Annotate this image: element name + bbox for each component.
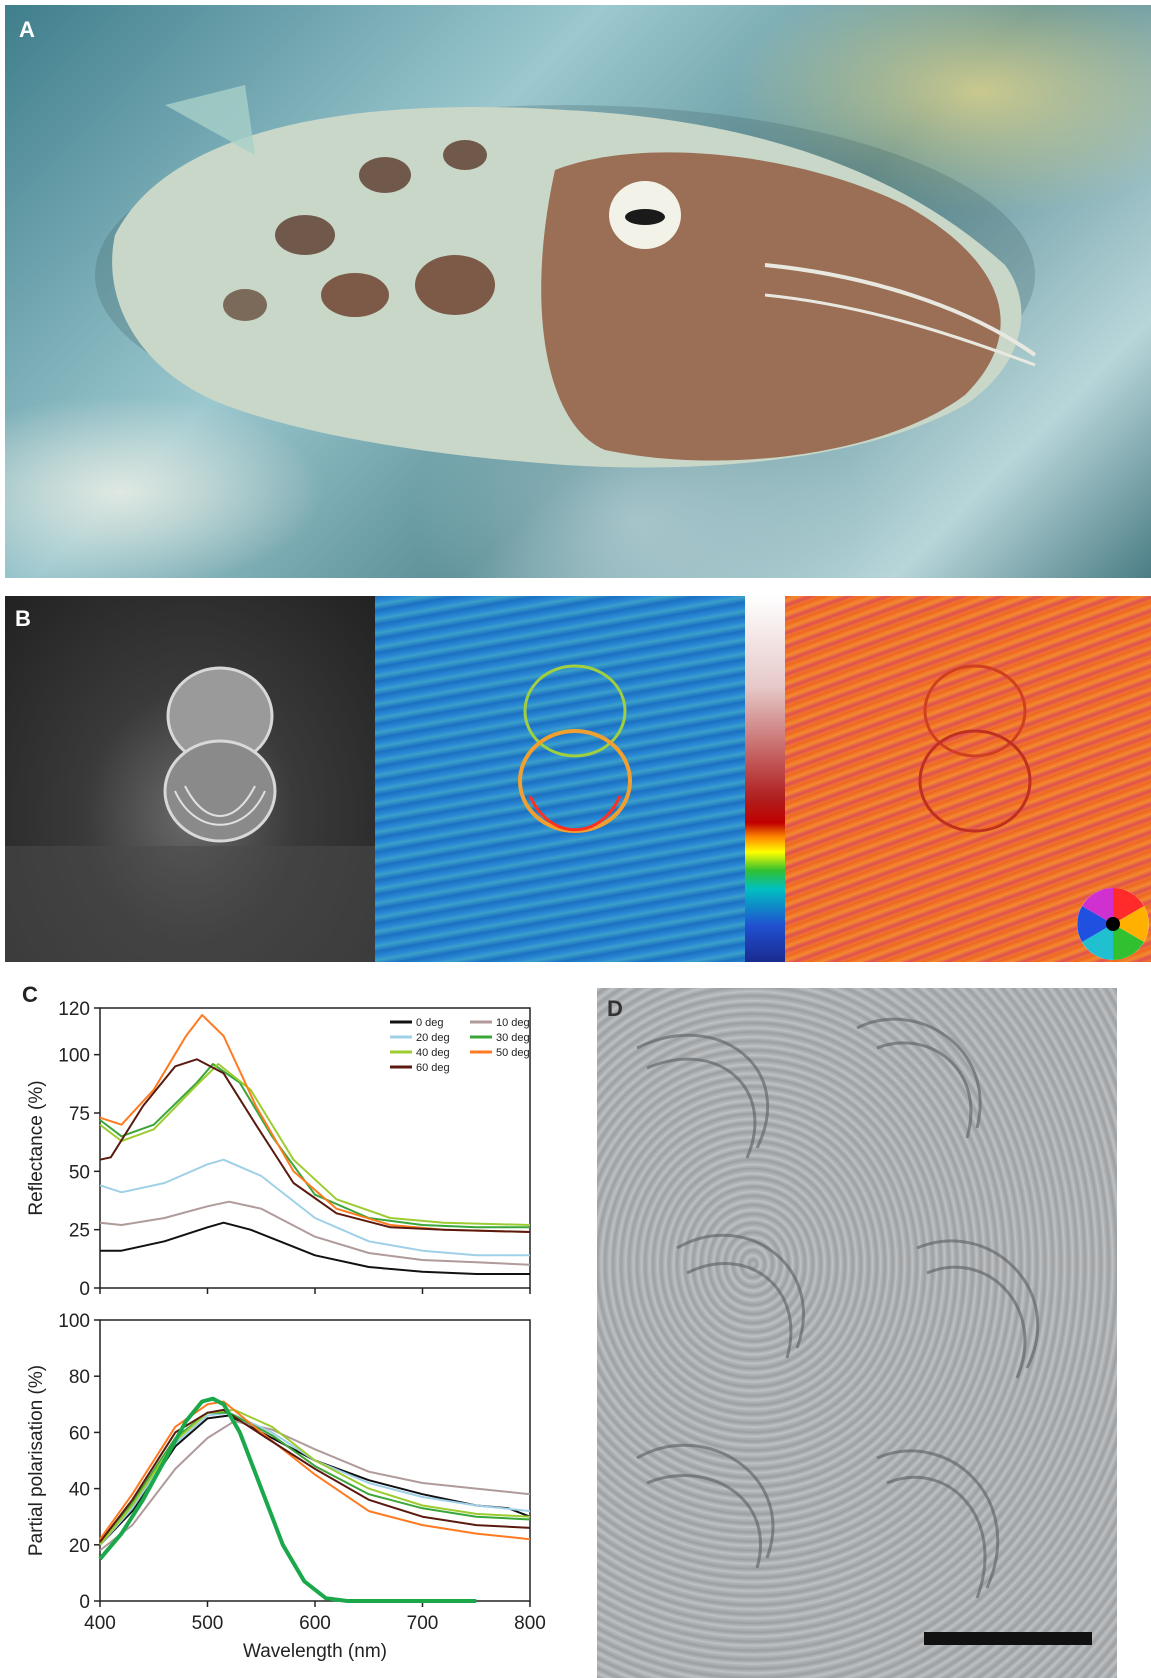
panel-label-b: B [15, 606, 31, 631]
photo-cuttlefish-reef: A [5, 5, 1151, 578]
series-line-60-deg [99, 1408, 531, 1543]
polarization-degree-cuttlefish [518, 664, 632, 833]
y-tick-label: 25 [69, 1221, 90, 1242]
polarization-angle-image [785, 596, 1151, 962]
y-tick-label: 100 [58, 1311, 90, 1332]
y-tick-label: 120 [58, 999, 90, 1020]
series-line-50-deg [99, 1400, 531, 1541]
x-tick-label: 700 [407, 1613, 439, 1634]
polarization-degree-image [375, 596, 745, 962]
x-tick-label: 800 [514, 1613, 546, 1634]
series-line-0-deg [100, 1221, 530, 1275]
plot-frame-0 [99, 1007, 531, 1289]
series-line-30-deg [99, 1411, 531, 1543]
series-line-60-deg [99, 1058, 531, 1233]
series-line-20-deg [99, 1158, 530, 1257]
series-line-10-deg [99, 1420, 531, 1552]
grayscale-cuttlefish [5, 666, 375, 962]
panel-label-a: A [19, 17, 35, 42]
y-tick-label: 50 [69, 1162, 90, 1183]
y-axis-label: Partial polarisation (%) [26, 1365, 47, 1556]
series-line-40-deg [99, 1063, 531, 1226]
y-tick-label: 100 [58, 1046, 90, 1067]
photo-cuttlefish-grayscale: B [5, 596, 375, 962]
y-tick-label: 20 [69, 1536, 90, 1557]
x-axis-label: Wavelength (nm) [243, 1641, 387, 1662]
chart-panel-c: 0 25 50 75 100 120 Reflectance (%) 0 deg 20 deg 4… [26, 999, 546, 1662]
series-line-10-deg [99, 1200, 531, 1266]
series-line-30-deg [99, 1063, 530, 1229]
polarization-angle-cuttlefish [918, 664, 1149, 960]
series-line-50-deg [99, 1014, 531, 1233]
series-line-0-deg [99, 1414, 531, 1546]
y-tick-label: 0 [79, 1592, 90, 1613]
legend-label: 40 deg [416, 1047, 450, 1059]
scale-bar [924, 1632, 1092, 1645]
legend-label: 20 deg [416, 1032, 450, 1044]
legend-label: 0 deg [416, 1017, 444, 1029]
y-tick-label: 75 [69, 1104, 90, 1125]
y-tick-label: 60 [69, 1423, 90, 1444]
legend-label: 60 deg [416, 1062, 450, 1074]
micrograph-panel-d: D [597, 988, 1117, 1678]
y-tick-label: 0 [79, 1279, 90, 1300]
legend-label: 30 deg [496, 1032, 530, 1044]
panel-label-d: D [607, 996, 623, 1021]
legend-label: 10 deg [496, 1017, 530, 1029]
angle-color-wheel [1077, 888, 1149, 960]
series-line-20-deg [99, 1411, 531, 1546]
series-line-40-deg [99, 1408, 531, 1546]
series-line-fit [98, 1396, 477, 1603]
x-tick-label: 500 [192, 1613, 224, 1634]
x-tick-label: 400 [84, 1613, 116, 1634]
legend-label: 50 deg [496, 1047, 530, 1059]
y-axis-label: Reflectance (%) [26, 1080, 47, 1215]
y-tick-label: 80 [69, 1367, 90, 1388]
y-tick-label: 40 [69, 1480, 90, 1501]
cuttlefish-illustration [95, 85, 1037, 468]
micrograph-swirls [636, 1017, 1040, 1599]
polarization-colorbar [745, 596, 785, 962]
panel-label-c: C [22, 982, 38, 1007]
x-tick-label: 600 [299, 1613, 331, 1634]
